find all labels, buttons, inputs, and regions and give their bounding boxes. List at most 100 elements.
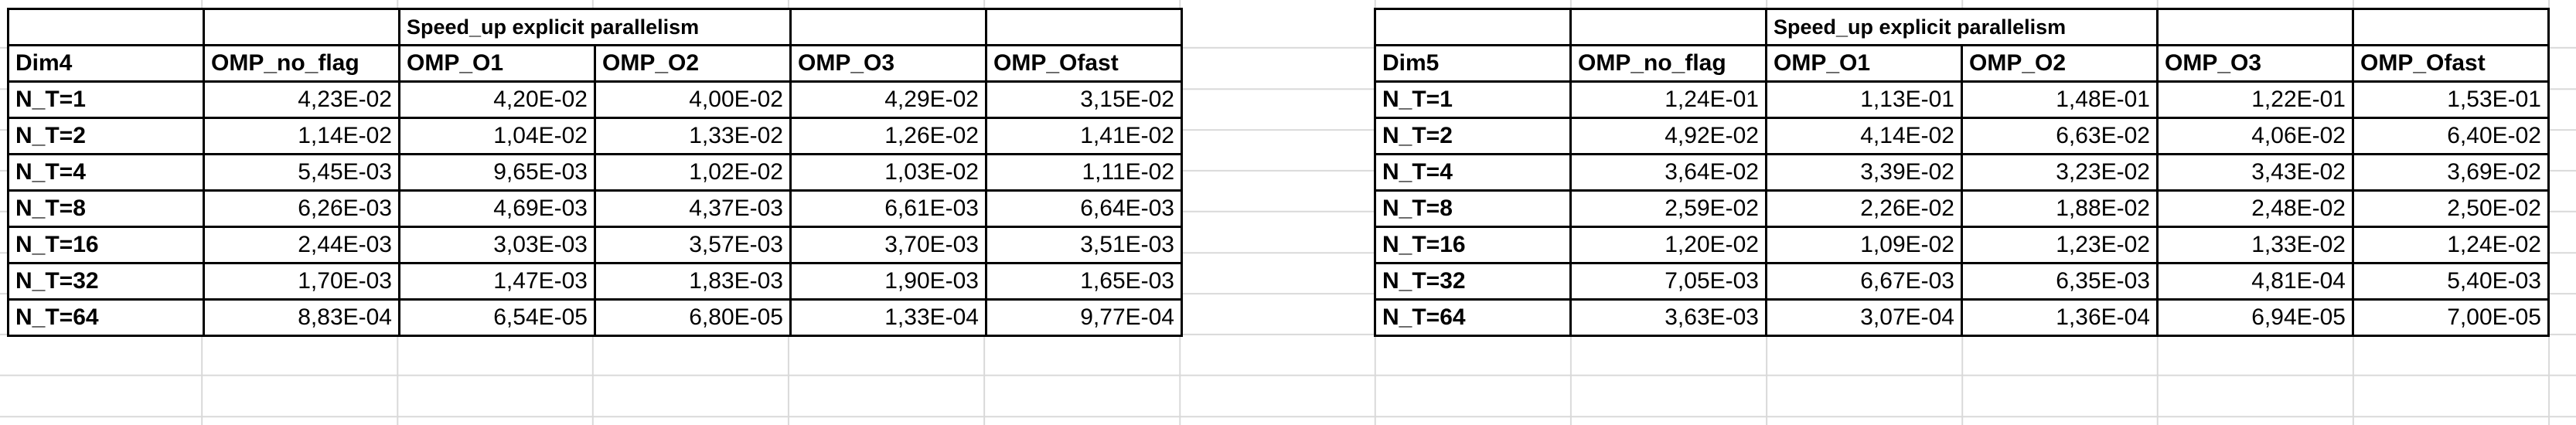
value-cell[interactable]: 1,26E-02 [789,117,987,155]
empty-cell[interactable] [985,8,1183,46]
value-cell[interactable]: 1,09E-02 [1765,226,1963,264]
value-cell[interactable]: 5,45E-03 [203,153,400,192]
column-header-cell[interactable]: OMP_no_flag [1569,44,1767,83]
value-cell[interactable]: 2,59E-02 [1569,189,1767,228]
value-cell[interactable]: 7,05E-03 [1569,262,1767,301]
value-cell[interactable]: 3,39E-02 [1765,153,1963,192]
value-cell[interactable]: 2,48E-02 [2156,189,2354,228]
value-cell[interactable]: 4,81E-04 [2156,262,2354,301]
empty-cell[interactable] [203,8,400,46]
value-cell[interactable]: 3,15E-02 [985,80,1183,119]
value-cell[interactable]: 3,07E-04 [1765,298,1963,337]
value-cell[interactable]: 3,69E-02 [2352,153,2550,192]
column-header-cell[interactable]: OMP_O3 [2156,44,2354,83]
value-cell[interactable]: 1,23E-02 [1961,226,2159,264]
column-header-cell[interactable]: OMP_no_flag [203,44,400,83]
row-label-cell[interactable]: N_T=8 [1374,189,1572,228]
row-label-cell[interactable]: N_T=16 [1374,226,1572,264]
value-cell[interactable]: 1,33E-04 [789,298,987,337]
value-cell[interactable]: 4,29E-02 [789,80,987,119]
column-header-cell[interactable]: OMP_O1 [398,44,596,83]
value-cell[interactable]: 8,83E-04 [203,298,400,337]
row-label-cell[interactable]: N_T=4 [1374,153,1572,192]
value-cell[interactable]: 7,00E-05 [2352,298,2550,337]
value-cell[interactable]: 1,90E-03 [789,262,987,301]
value-cell[interactable]: 3,23E-02 [1961,153,2159,192]
dimension-header-cell[interactable]: Dim5 [1374,44,1572,83]
value-cell[interactable]: 1,24E-02 [2352,226,2550,264]
value-cell[interactable]: 3,64E-02 [1569,153,1767,192]
value-cell[interactable]: 6,61E-03 [789,189,987,228]
value-cell[interactable]: 6,63E-02 [1961,117,2159,155]
row-label-cell[interactable]: N_T=32 [7,262,205,301]
value-cell[interactable]: 2,44E-03 [203,226,400,264]
value-cell[interactable]: 1,53E-01 [2352,80,2550,119]
value-cell[interactable]: 1,65E-03 [985,262,1183,301]
dimension-header-cell[interactable]: Dim4 [7,44,205,83]
value-cell[interactable]: 1,83E-03 [594,262,792,301]
value-cell[interactable]: 6,94E-05 [2156,298,2354,337]
table-title-cell[interactable]: Speed_up explicit parallelism [398,8,792,46]
value-cell[interactable]: 3,51E-03 [985,226,1183,264]
row-label-cell[interactable]: N_T=2 [1374,117,1572,155]
value-cell[interactable]: 4,06E-02 [2156,117,2354,155]
value-cell[interactable]: 9,65E-03 [398,153,596,192]
value-cell[interactable]: 6,80E-05 [594,298,792,337]
value-cell[interactable]: 1,33E-02 [594,117,792,155]
value-cell[interactable]: 4,69E-03 [398,189,596,228]
value-cell[interactable]: 1,70E-03 [203,262,400,301]
value-cell[interactable]: 1,11E-02 [985,153,1183,192]
value-cell[interactable]: 6,26E-03 [203,189,400,228]
value-cell[interactable]: 1,02E-02 [594,153,792,192]
value-cell[interactable]: 1,13E-01 [1765,80,1963,119]
value-cell[interactable]: 1,36E-04 [1961,298,2159,337]
row-label-cell[interactable]: N_T=16 [7,226,205,264]
row-label-cell[interactable]: N_T=1 [1374,80,1572,119]
column-header-cell[interactable]: OMP_O3 [789,44,987,83]
table-title-cell[interactable]: Speed_up explicit parallelism [1765,8,2159,46]
value-cell[interactable]: 3,63E-03 [1569,298,1767,337]
value-cell[interactable]: 6,35E-03 [1961,262,2159,301]
value-cell[interactable]: 1,20E-02 [1569,226,1767,264]
row-label-cell[interactable]: N_T=64 [7,298,205,337]
value-cell[interactable]: 6,64E-03 [985,189,1183,228]
empty-cell[interactable] [2156,8,2354,46]
value-cell[interactable]: 1,04E-02 [398,117,596,155]
empty-cell[interactable] [7,8,205,46]
value-cell[interactable]: 1,48E-01 [1961,80,2159,119]
value-cell[interactable]: 4,00E-02 [594,80,792,119]
value-cell[interactable]: 4,23E-02 [203,80,400,119]
empty-cell[interactable] [1374,8,1572,46]
value-cell[interactable]: 1,24E-01 [1569,80,1767,119]
value-cell[interactable]: 6,54E-05 [398,298,596,337]
value-cell[interactable]: 3,03E-03 [398,226,596,264]
column-header-cell[interactable]: OMP_O1 [1765,44,1963,83]
value-cell[interactable]: 6,67E-03 [1765,262,1963,301]
value-cell[interactable]: 1,03E-02 [789,153,987,192]
value-cell[interactable]: 4,20E-02 [398,80,596,119]
value-cell[interactable]: 3,43E-02 [2156,153,2354,192]
value-cell[interactable]: 2,50E-02 [2352,189,2550,228]
value-cell[interactable]: 1,22E-01 [2156,80,2354,119]
value-cell[interactable]: 4,14E-02 [1765,117,1963,155]
value-cell[interactable]: 1,88E-02 [1961,189,2159,228]
value-cell[interactable]: 6,40E-02 [2352,117,2550,155]
value-cell[interactable]: 4,92E-02 [1569,117,1767,155]
row-label-cell[interactable]: N_T=1 [7,80,205,119]
column-header-cell[interactable]: OMP_Ofast [985,44,1183,83]
row-label-cell[interactable]: N_T=64 [1374,298,1572,337]
value-cell[interactable]: 9,77E-04 [985,298,1183,337]
column-header-cell[interactable]: OMP_O2 [594,44,792,83]
value-cell[interactable]: 2,26E-02 [1765,189,1963,228]
column-header-cell[interactable]: OMP_Ofast [2352,44,2550,83]
value-cell[interactable]: 1,14E-02 [203,117,400,155]
empty-cell[interactable] [2352,8,2550,46]
value-cell[interactable]: 1,41E-02 [985,117,1183,155]
value-cell[interactable]: 5,40E-03 [2352,262,2550,301]
value-cell[interactable]: 1,33E-02 [2156,226,2354,264]
row-label-cell[interactable]: N_T=32 [1374,262,1572,301]
value-cell[interactable]: 1,47E-03 [398,262,596,301]
value-cell[interactable]: 4,37E-03 [594,189,792,228]
row-label-cell[interactable]: N_T=2 [7,117,205,155]
row-label-cell[interactable]: N_T=4 [7,153,205,192]
